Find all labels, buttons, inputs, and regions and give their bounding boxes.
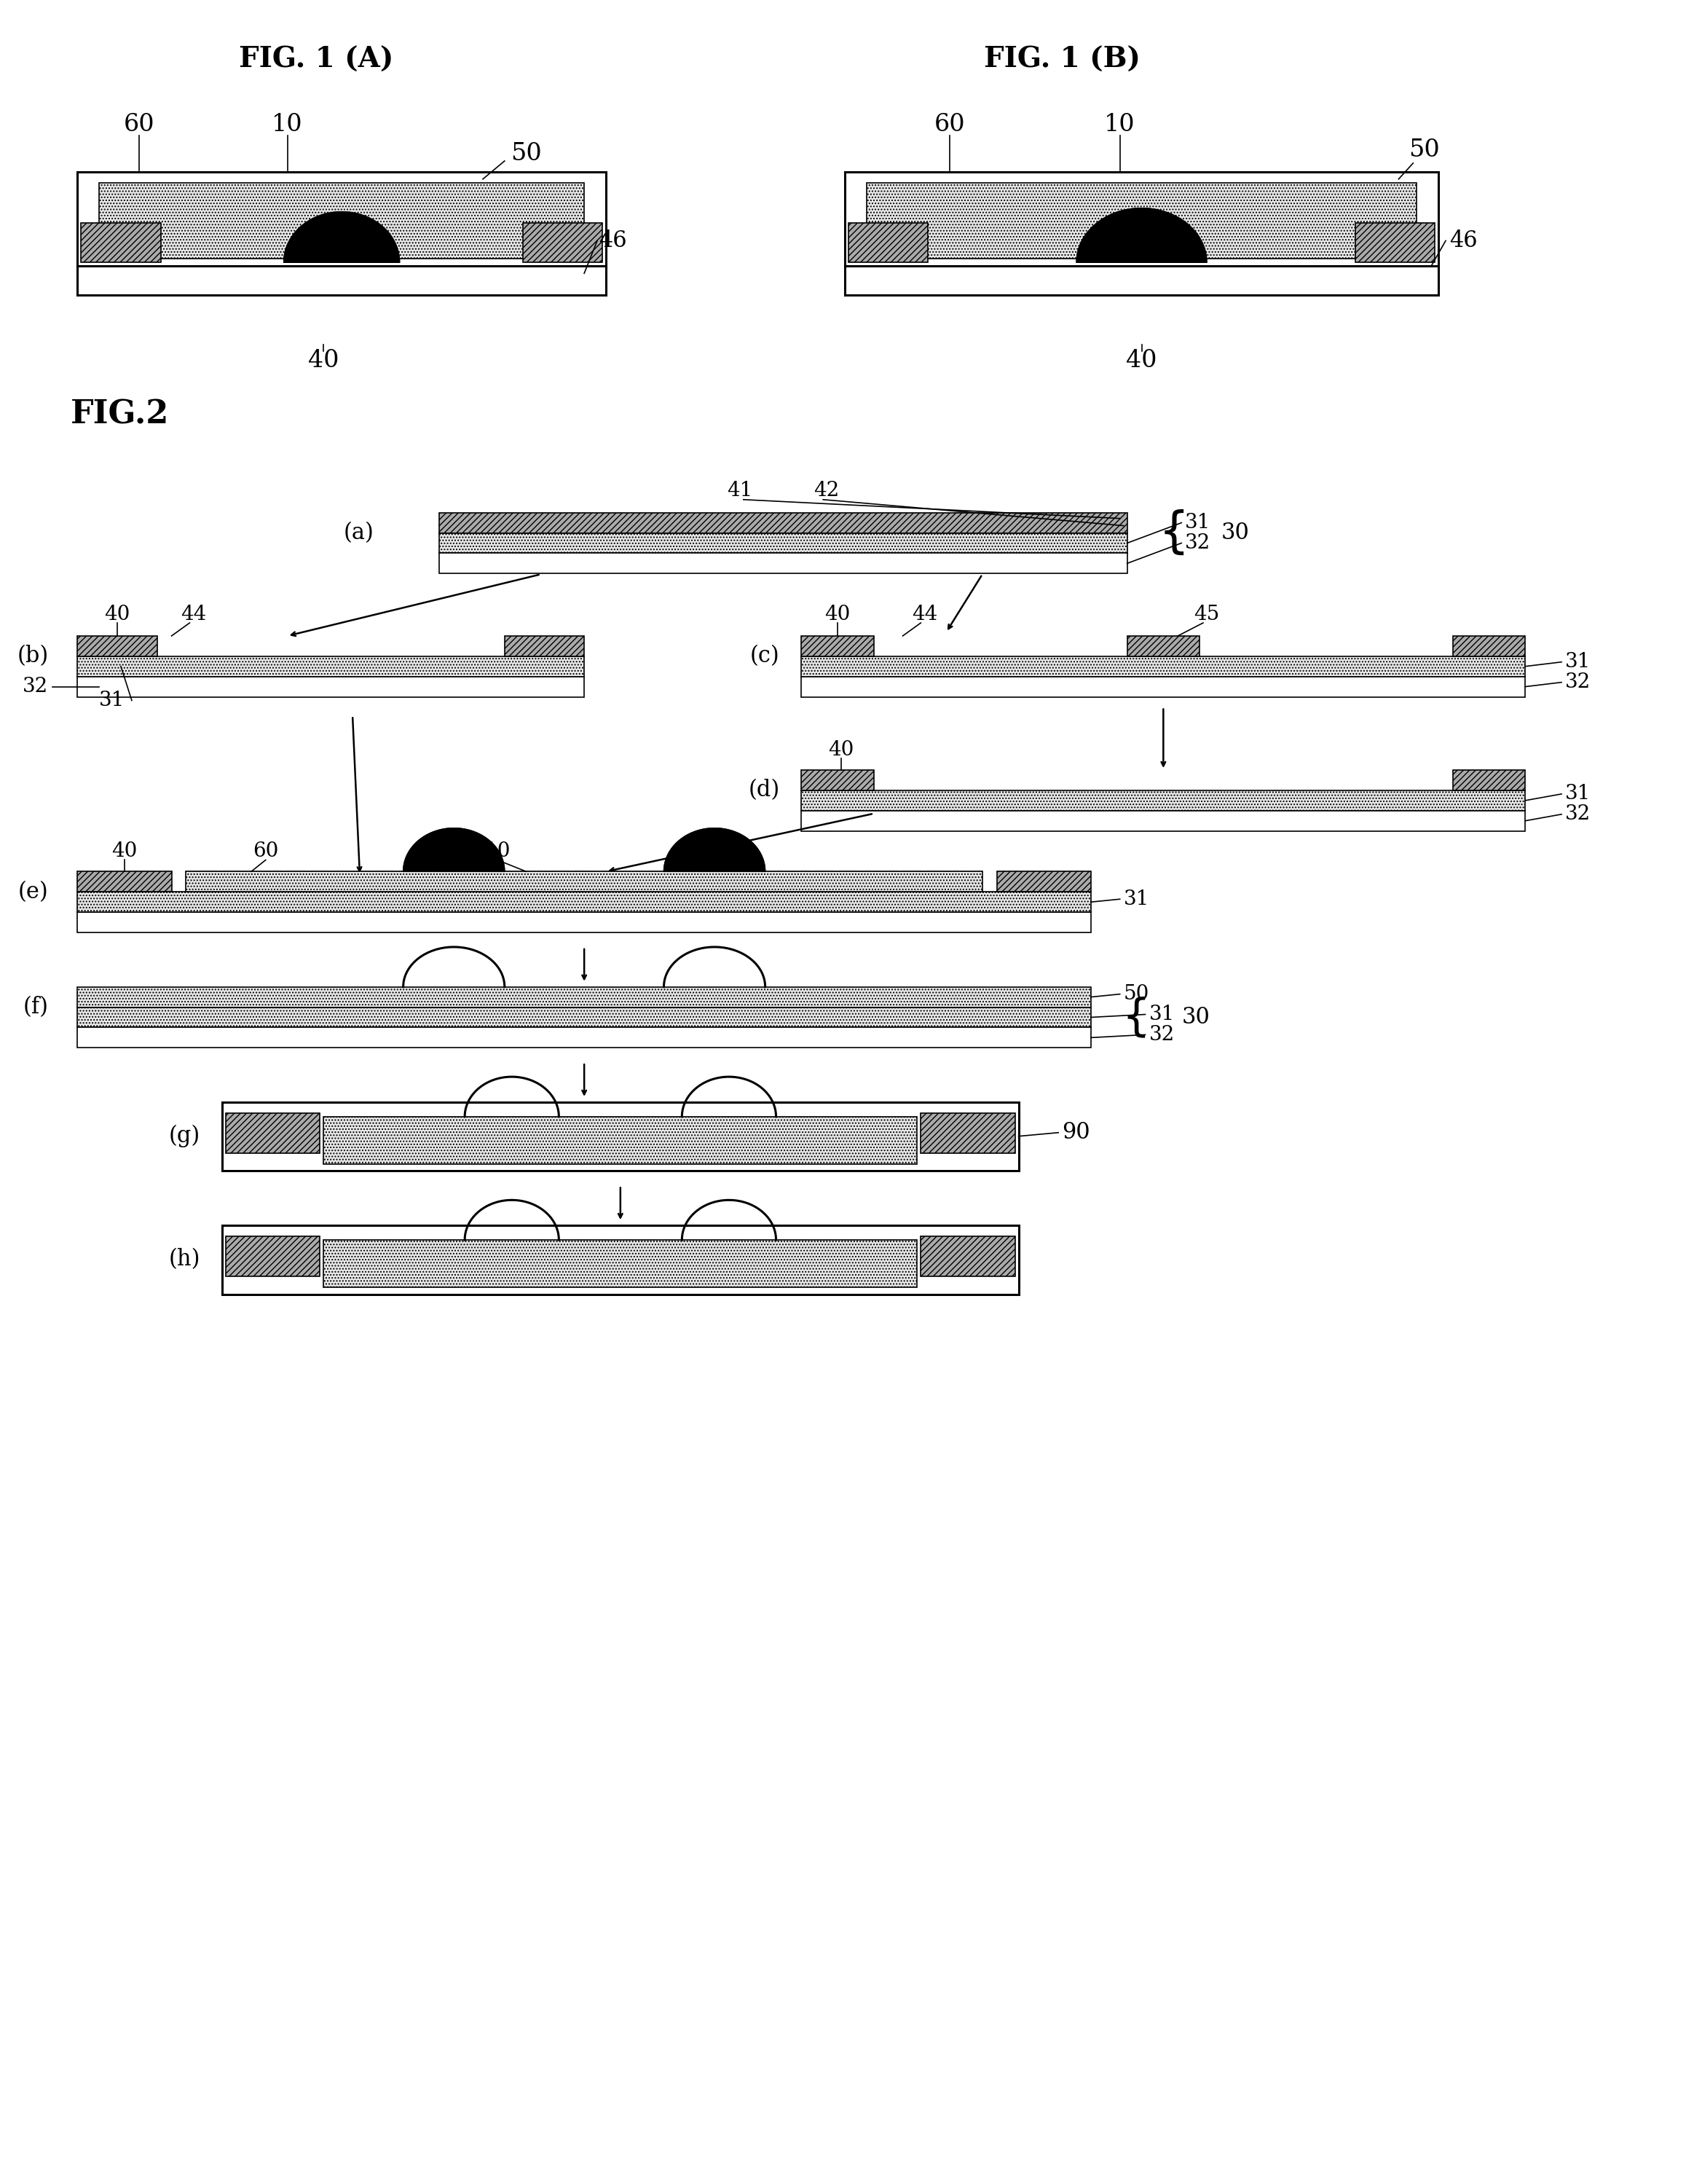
Text: 30: 30 (1182, 1007, 1211, 1029)
Text: 46: 46 (1450, 229, 1477, 251)
Text: 41: 41 (727, 480, 752, 500)
Bar (921, 1236, 1015, 1275)
Bar (78, 173, 605, 266)
Text: {: { (1158, 509, 1190, 557)
Text: (a): (a) (344, 522, 374, 544)
Text: 31: 31 (99, 690, 125, 710)
Bar (801, 677, 1526, 697)
Bar (845, 173, 1438, 266)
Text: 32: 32 (24, 677, 49, 697)
Bar (1128, 636, 1199, 655)
Text: 40: 40 (824, 605, 850, 625)
Bar (1356, 223, 1435, 262)
Text: 50: 50 (511, 142, 541, 166)
Polygon shape (1076, 207, 1207, 262)
Bar (440, 553, 1128, 574)
Bar (1453, 636, 1526, 655)
Bar (801, 810, 1526, 830)
Bar (801, 771, 873, 791)
Bar (324, 1241, 917, 1286)
Text: 90: 90 (1062, 1120, 1091, 1144)
Bar (78, 871, 172, 891)
Bar (801, 791, 1526, 810)
Text: 40: 40 (309, 349, 339, 371)
Text: 40: 40 (1126, 349, 1157, 371)
Bar (99, 183, 583, 260)
Text: 42: 42 (814, 480, 840, 500)
Text: 31: 31 (1565, 653, 1592, 673)
Text: 45: 45 (1194, 605, 1219, 625)
Bar (78, 655, 583, 677)
Text: 44: 44 (180, 605, 206, 625)
Bar (185, 871, 983, 891)
Text: (h): (h) (169, 1249, 201, 1271)
Text: 32: 32 (1565, 804, 1592, 823)
Bar (523, 223, 602, 262)
Text: (g): (g) (169, 1125, 201, 1147)
Bar (440, 513, 1128, 533)
Text: 46: 46 (599, 229, 627, 251)
Text: 44: 44 (912, 605, 937, 625)
Bar (440, 533, 1128, 553)
Polygon shape (283, 212, 400, 262)
Text: {: { (1121, 996, 1150, 1040)
Text: 40: 40 (105, 605, 130, 625)
Bar (867, 183, 1416, 260)
Bar (801, 636, 873, 655)
Bar (81, 223, 160, 262)
Text: 31: 31 (1185, 513, 1211, 533)
Polygon shape (403, 828, 504, 871)
Text: 60: 60 (934, 114, 966, 135)
Bar (226, 1114, 320, 1153)
Text: 50: 50 (1123, 985, 1150, 1005)
Text: (e): (e) (19, 880, 49, 904)
Bar (78, 1007, 1091, 1026)
Text: 10: 10 (484, 841, 511, 860)
Text: 60: 60 (253, 841, 278, 860)
Text: 10: 10 (271, 114, 303, 135)
Bar (848, 223, 927, 262)
Bar (921, 1114, 1015, 1153)
Text: 31: 31 (1148, 1005, 1175, 1024)
Bar (78, 677, 583, 697)
Text: 31: 31 (1565, 784, 1592, 804)
Text: (d): (d) (749, 780, 779, 802)
Bar (78, 636, 157, 655)
Text: 30: 30 (1221, 522, 1249, 544)
Text: 31: 31 (1123, 889, 1150, 909)
Text: 60: 60 (123, 114, 155, 135)
Text: FIG. 1 (B): FIG. 1 (B) (983, 46, 1140, 74)
Text: 32: 32 (1565, 673, 1592, 692)
Text: 32: 32 (1185, 533, 1211, 553)
Text: 40: 40 (111, 841, 137, 860)
Bar (78, 891, 1091, 913)
Text: FIG.2: FIG.2 (71, 400, 169, 430)
Bar (78, 987, 1091, 1007)
Bar (223, 1225, 1018, 1295)
Bar (1453, 771, 1526, 791)
Bar (78, 1026, 1091, 1048)
Text: FIG. 1 (A): FIG. 1 (A) (239, 46, 393, 74)
Bar (996, 871, 1091, 891)
Bar (324, 1116, 917, 1164)
Bar (801, 655, 1526, 677)
Text: 32: 32 (1148, 1024, 1175, 1044)
Bar (223, 1103, 1018, 1171)
Text: (f): (f) (24, 996, 49, 1018)
Text: (c): (c) (750, 644, 779, 668)
Bar (78, 266, 605, 295)
Polygon shape (664, 828, 765, 871)
Text: 40: 40 (828, 740, 855, 760)
Bar (78, 913, 1091, 933)
Bar (504, 636, 583, 655)
Bar (226, 1236, 320, 1275)
Text: 10: 10 (1104, 114, 1135, 135)
Text: 50: 50 (1408, 138, 1440, 162)
Text: (b): (b) (17, 644, 49, 668)
Bar (845, 266, 1438, 295)
